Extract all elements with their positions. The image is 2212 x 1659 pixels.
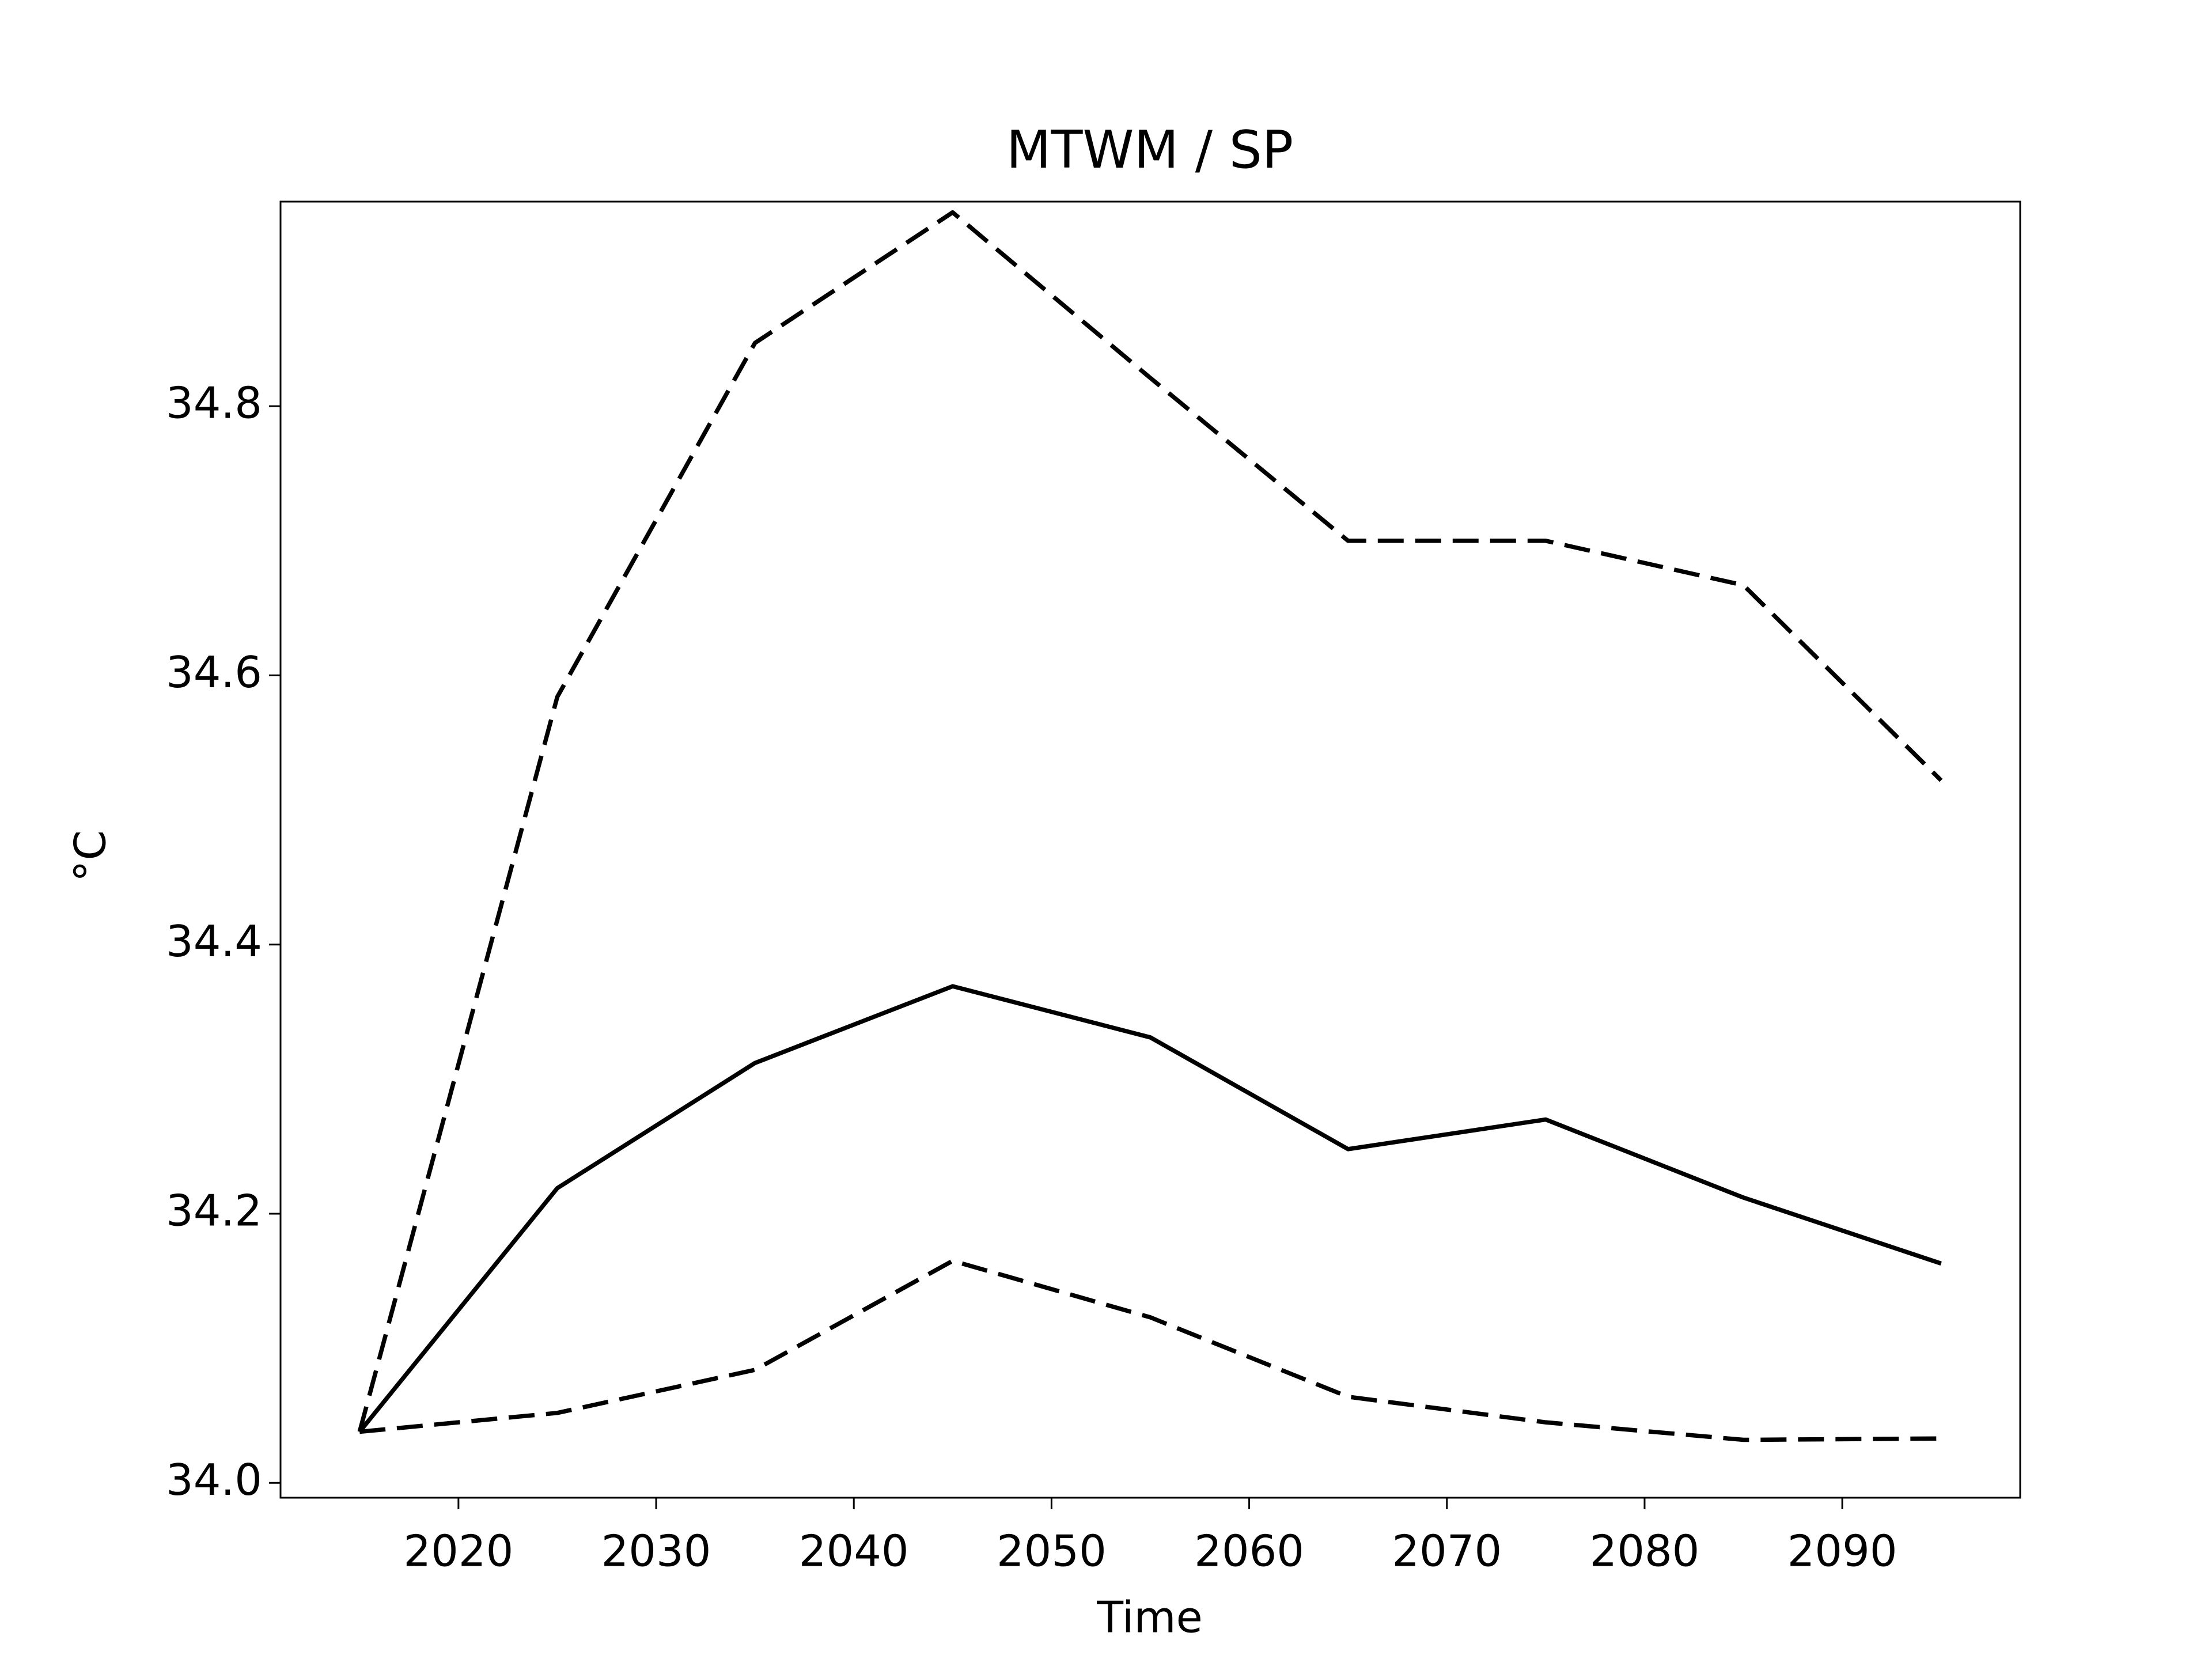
chart-title: MTWM / SP: [1006, 120, 1293, 180]
x-tick-label: 2020: [403, 1526, 513, 1577]
y-tick-label: 34.4: [166, 916, 262, 967]
x-tick-label: 2080: [1590, 1526, 1700, 1577]
series-line: [358, 984, 1942, 1433]
series-line: [359, 1259, 1941, 1442]
x-tick-label: 2090: [1787, 1526, 1897, 1577]
y-tick-label: 34.8: [166, 378, 262, 429]
x-tick-label: 2070: [1392, 1526, 1502, 1577]
y-tick-label: 34.2: [166, 1185, 262, 1236]
x-tick-label: 2040: [799, 1526, 909, 1577]
y-axis-label: °C: [65, 830, 116, 882]
x-tick-label: 2030: [601, 1526, 711, 1577]
x-tick-label: 2060: [1194, 1526, 1304, 1577]
series-line: [357, 210, 1943, 1433]
x-axis-label: Time: [1096, 1592, 1203, 1643]
plot-frame: [279, 200, 2021, 1499]
y-tick-label: 34.0: [166, 1455, 262, 1505]
x-tick-label: 2050: [997, 1526, 1107, 1577]
y-tick-label: 34.6: [166, 647, 262, 698]
